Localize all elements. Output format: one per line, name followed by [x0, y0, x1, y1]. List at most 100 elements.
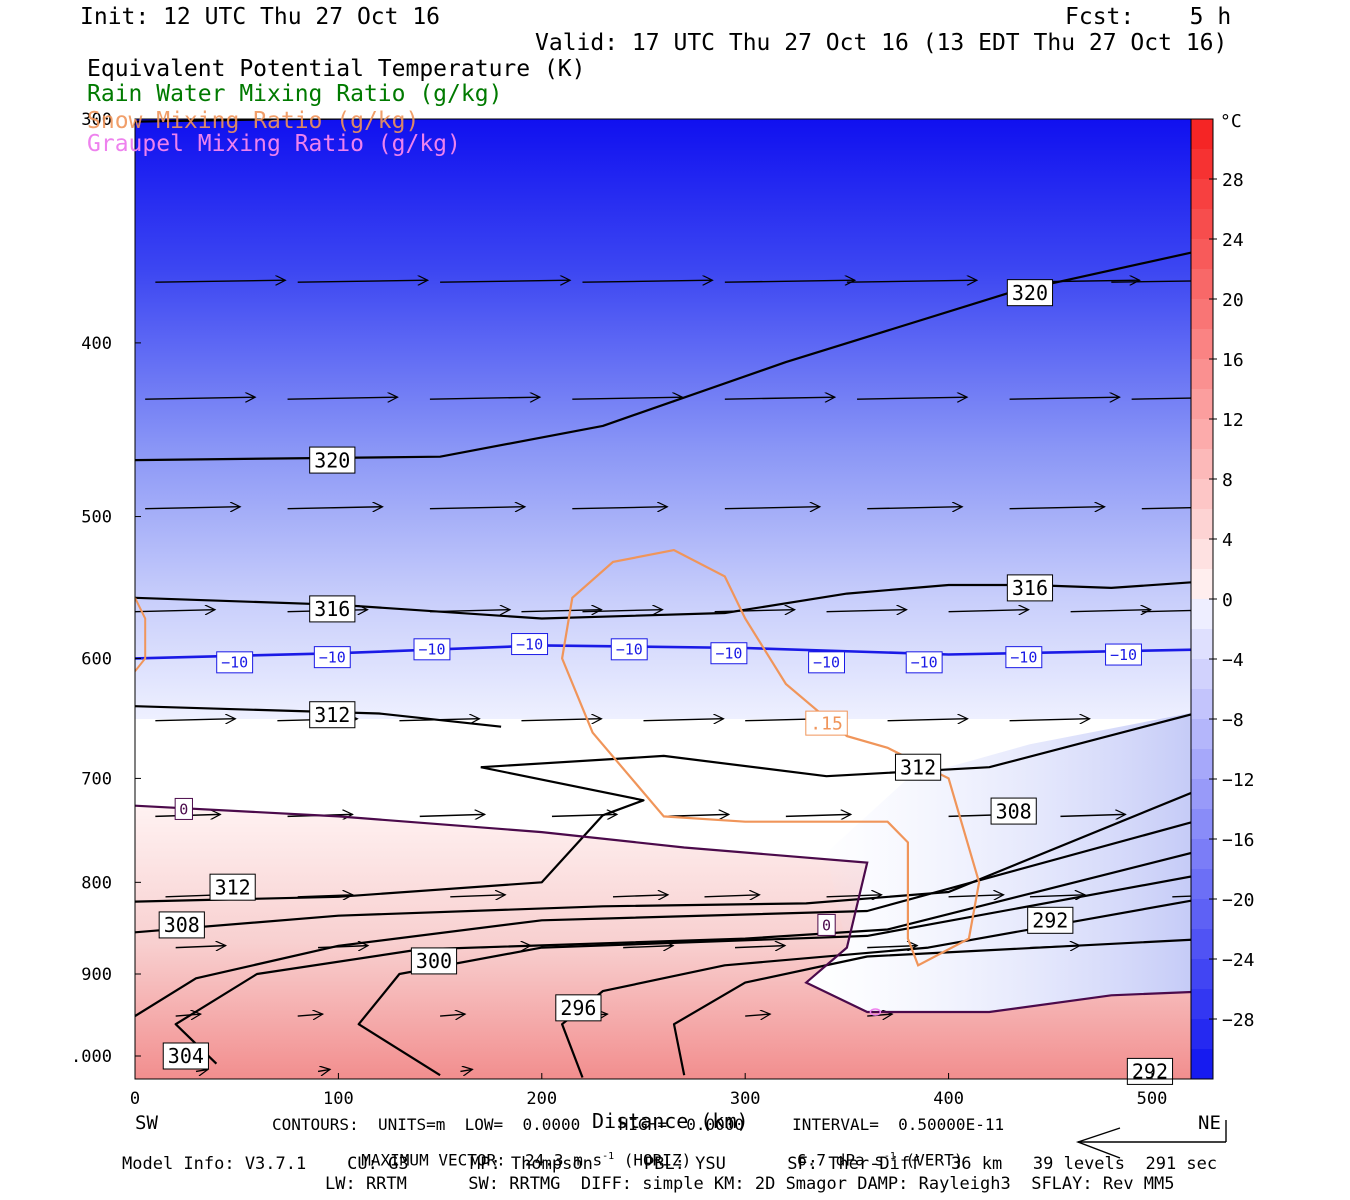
contour-label-box — [805, 710, 848, 736]
wind-vector — [867, 1014, 892, 1016]
wind-vector — [785, 814, 851, 816]
wind-vector — [724, 280, 855, 282]
wind-vector — [734, 946, 785, 948]
colorbar-swatch — [1191, 119, 1213, 150]
wind-vector — [826, 895, 882, 897]
contour-label-box — [990, 797, 1037, 825]
x-axis-title: Distance (km) — [592, 1109, 749, 1133]
contour-label-box — [610, 638, 648, 661]
wind-vector — [612, 895, 668, 897]
contour-label: 0 — [179, 800, 188, 818]
contour-label: 312 — [314, 703, 350, 727]
wind-vector — [704, 895, 760, 897]
colorbar-swatch — [1191, 719, 1213, 750]
y-tick-label: 800 — [81, 873, 112, 893]
y-tick-label: 300 — [81, 110, 112, 130]
contour-label-box — [1126, 1057, 1174, 1085]
wind-vector — [745, 1014, 770, 1016]
wind-vector — [521, 719, 601, 721]
x-tick-label: 400 — [933, 1089, 964, 1109]
contour-label-box — [410, 947, 458, 975]
wind-vector — [867, 946, 917, 948]
snow-contour-edge — [135, 597, 147, 672]
wind-vector — [145, 507, 240, 509]
contour-label-box — [710, 642, 748, 665]
contour-label: 308 — [164, 913, 200, 937]
colorbar-swatch — [1191, 959, 1213, 990]
contour-label-box — [555, 994, 602, 1022]
wind-vector — [460, 1069, 472, 1071]
x-tick-label: 500 — [1137, 1089, 1168, 1109]
x-tick-label: 200 — [526, 1089, 557, 1109]
contour-label-box — [808, 651, 845, 674]
axes: 300 400 500 600 700 800 900 .000 0 100 200 300 400 50… — [71, 110, 1213, 1109]
contour-label-box — [209, 873, 256, 901]
colorbar-swatch — [1191, 359, 1213, 390]
colorbar-swatch — [1191, 749, 1213, 780]
theta-e-contour — [135, 579, 1213, 620]
wind-vector — [1009, 507, 1105, 509]
wind-vector — [287, 397, 398, 399]
wind-vector — [1070, 610, 1151, 612]
colorbar-swatch — [1191, 209, 1213, 240]
colorbar-tick-label: 8 — [1222, 470, 1233, 491]
contour-label: 0 — [822, 916, 831, 934]
contour-label-box — [174, 797, 193, 820]
colorbar-swatch — [1191, 239, 1213, 270]
y-tick-label: 700 — [81, 769, 112, 789]
field-label-theta-e: Equivalent Potential Temperature (K) — [87, 56, 586, 82]
contour-label: 312 — [215, 875, 251, 899]
forecast-hour: Fcst: 5 h — [1065, 4, 1232, 30]
contour-label: −10 — [418, 641, 445, 659]
contour-label: 320 — [314, 448, 350, 472]
wind-vector — [419, 814, 485, 816]
colorbar-swatch — [1191, 329, 1213, 360]
contour-label-box — [309, 595, 356, 623]
wind-vector — [724, 397, 835, 399]
colorbar-swatch — [1191, 869, 1213, 900]
contour-label: 308 — [996, 799, 1032, 823]
contour-label-box — [309, 446, 356, 474]
contour-label-box — [905, 651, 943, 674]
sw-label: SW — [135, 1112, 158, 1134]
wind-vector — [948, 610, 1029, 612]
wind-vector — [175, 946, 226, 948]
wind-vector — [135, 610, 215, 612]
contour-label: 316 — [314, 597, 350, 621]
wind-vector — [1131, 396, 1213, 400]
colorbar-tick-label: −28 — [1222, 1010, 1255, 1031]
contour-label-box — [413, 638, 451, 661]
contour-label-box — [162, 1042, 209, 1070]
init-time: Init: 12 UTC Thu 27 Oct 16 — [80, 4, 441, 30]
theta-e-contour — [561, 895, 1213, 1078]
colorbar-swatch — [1191, 449, 1213, 480]
theta-e-contour — [135, 815, 1213, 1018]
y-tick-label: .000 — [71, 1047, 112, 1067]
colorbar-swatch — [1191, 899, 1213, 930]
colorbar-swatch — [1191, 539, 1213, 570]
x-tick-label: 300 — [730, 1089, 761, 1109]
wind-vector — [440, 1014, 465, 1016]
temperature-shading-upper — [135, 119, 1213, 719]
contour-label: −10 — [813, 654, 840, 672]
colorbar-swatch — [1191, 629, 1213, 660]
colorbar-tick-label: 0 — [1222, 590, 1233, 611]
contour-label: 304 — [168, 1044, 204, 1068]
wind-vector — [643, 719, 723, 721]
wind-vector — [846, 280, 977, 282]
contour-label: .15 — [810, 714, 843, 735]
colorbar-tick-label: 28 — [1222, 170, 1244, 191]
wind-vector — [287, 507, 383, 509]
colorbar-tick-label: 24 — [1222, 230, 1244, 251]
wind-vector — [826, 610, 907, 612]
colorbar-swatch — [1191, 509, 1213, 540]
wind-vector — [1029, 895, 1085, 897]
wind-vector — [429, 507, 525, 509]
wind-vector — [175, 1014, 201, 1016]
colorbar-swatch — [1191, 179, 1213, 210]
contour-label: −10 — [319, 649, 346, 667]
colorbar-tick-label: −12 — [1222, 770, 1255, 791]
contour-label-box — [309, 701, 356, 729]
colorbar-swatch — [1191, 569, 1213, 600]
